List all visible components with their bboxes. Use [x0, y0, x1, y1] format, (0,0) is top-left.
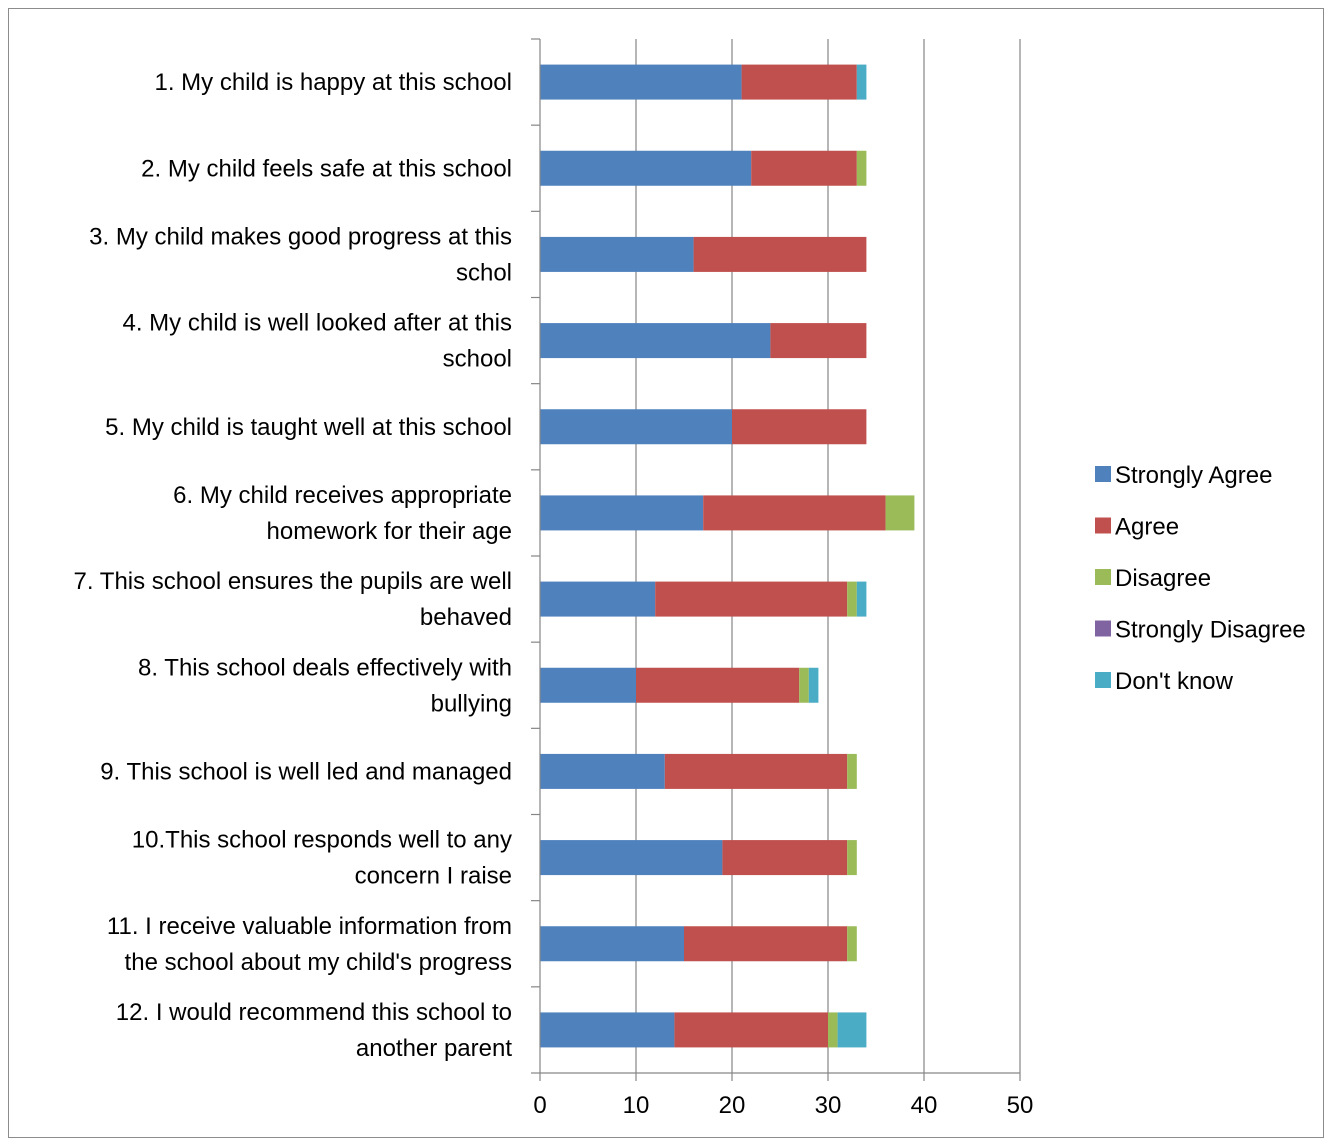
bar-q10-strongly-agree [540, 840, 723, 876]
bar-q9-disagree [847, 753, 857, 789]
legend-label-strongly-agree: Strongly Agree [1115, 462, 1272, 489]
category-label-q8: 8. This school deals effectively with bul… [138, 654, 512, 717]
x-tick-label-20: 20 [719, 1092, 746, 1119]
bar-q8-disagree [799, 667, 809, 703]
bar-q1-don-t-know [856, 64, 867, 100]
x-tick-label-40: 40 [911, 1092, 938, 1119]
stacked-bar-chart: 1. My child is happy at this school 2. My… [74, 38, 1306, 1119]
bar-q11-agree [684, 926, 848, 962]
bar-q12-strongly-agree [540, 1012, 675, 1048]
category-label-q10: 10.This school responds well to any conce… [132, 827, 512, 890]
category-label-q3: 3. My child makes good progress at this s… [89, 223, 512, 286]
bar-q6-strongly-agree [540, 495, 704, 531]
bar-q2-strongly-agree [540, 150, 752, 186]
bar-q7-strongly-agree [540, 581, 656, 617]
bar-q9-strongly-agree [540, 753, 665, 789]
bar-q8-agree [636, 667, 800, 703]
bar-q3-agree [693, 236, 867, 272]
gridlines [635, 39, 1021, 1073]
category-label-q12: 12. I would recommend this school to anot… [116, 999, 513, 1062]
bar-q12-disagree [828, 1012, 838, 1048]
legend-swatch-agree [1095, 517, 1111, 534]
bar-q9-agree [664, 753, 848, 789]
legend-swatch-disagree [1095, 569, 1111, 585]
legend-label-strongly-disagree: Strongly Disagree [1115, 617, 1306, 644]
bar-q2-agree [751, 150, 857, 186]
legend: Strongly Agree Agree Disagree Strongly Disa… [1095, 462, 1306, 695]
x-tick-label-30: 30 [815, 1092, 842, 1119]
bar-q2-disagree [856, 150, 867, 186]
legend-swatch-strongly-disagree [1095, 620, 1111, 637]
bar-q10-disagree [847, 840, 857, 876]
bar-q4-strongly-agree [540, 323, 771, 359]
bar-q11-disagree [847, 926, 857, 962]
category-label-q2: 2. My child feels safe at this school [141, 155, 512, 182]
x-tick-label-0: 0 [533, 1092, 546, 1119]
bar-q12-agree [674, 1012, 828, 1048]
legend-swatch-strongly-agree [1095, 466, 1111, 482]
x-tick-label-50: 50 [1007, 1092, 1034, 1119]
bar-q10-agree [722, 840, 848, 876]
bar-q7-disagree [847, 581, 857, 617]
bar-q5-agree [732, 409, 867, 445]
bar-q7-agree [655, 581, 848, 617]
category-label-q9: 9. This school is well led and managed [100, 758, 512, 785]
x-tick-labels: 0 10 20 30 40 50 [533, 1092, 1033, 1119]
bar-q8-strongly-agree [540, 667, 636, 703]
bar-q6-disagree [885, 495, 915, 531]
category-label-q6: 6. My child receives appropriate homework… [173, 482, 512, 545]
legend-label-don-t-know: Don't know [1115, 668, 1234, 695]
bar-q4-agree [770, 323, 867, 359]
bar-q12-don-t-know [837, 1012, 867, 1048]
legend-swatch-don-t-know [1095, 672, 1111, 688]
legend-label-disagree: Disagree [1115, 565, 1211, 592]
bars [540, 64, 915, 1048]
bar-q8-don-t-know [808, 667, 819, 703]
category-label-q4: 4. My child is well looked after at this… [123, 310, 513, 373]
bar-q11-strongly-agree [540, 926, 684, 962]
axes [531, 38, 1021, 1081]
category-labels: 1. My child is happy at this school 2. My… [74, 69, 513, 1062]
category-label-q7: 7. This school ensures the pupils are we… [74, 568, 512, 631]
category-label-q5: 5. My child is taught well at this schoo… [105, 414, 512, 441]
bar-q1-strongly-agree [540, 64, 742, 100]
bar-q3-strongly-agree [540, 236, 694, 272]
category-label-q11: 11. I receive valuable information from t… [107, 913, 512, 976]
category-label-q1: 1. My child is happy at this school [154, 69, 512, 96]
bar-q5-strongly-agree [540, 409, 732, 445]
chart-frame: 1. My child is happy at this school 2. My… [8, 8, 1324, 1138]
legend-label-agree: Agree [1115, 514, 1179, 541]
x-tick-label-10: 10 [623, 1092, 650, 1119]
bar-q1-agree [741, 64, 857, 100]
bar-q7-don-t-know [856, 581, 867, 617]
bar-q6-agree [703, 495, 886, 531]
